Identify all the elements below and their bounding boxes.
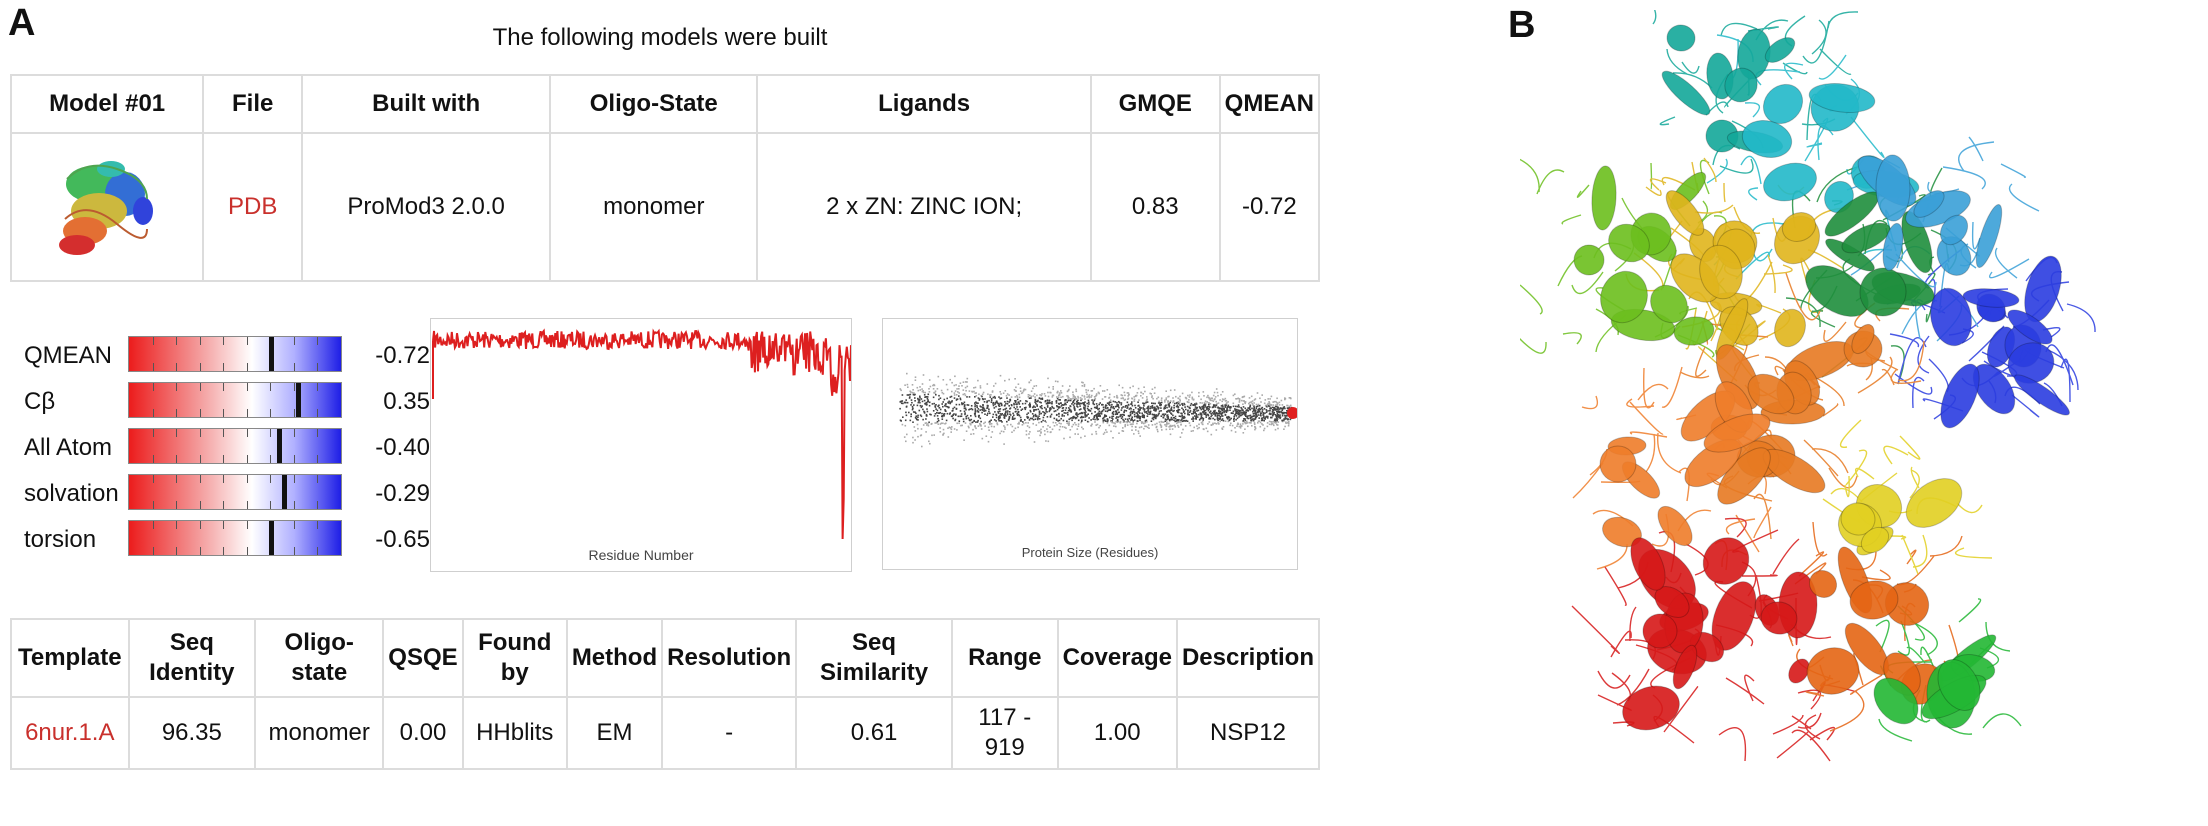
ligands-cell: 2 x ZN: ZINC ION; [756,132,1092,282]
residue-number-label: Residue Number [588,547,694,563]
col-found-by: Found by [461,618,568,698]
oligo-cell: monomer [254,696,385,770]
col-resolution: Resolution [661,618,798,698]
col-ligands: Ligands [756,74,1092,134]
template-row: 6nur.1.A 96.35 monomer 0.00 HHblits EM -… [10,696,1321,770]
score-row: torsion -0.65 [24,518,430,558]
model-point [1287,407,1297,419]
resolution-cell: - [661,696,798,770]
score-marker [296,383,302,417]
method-cell: EM [565,696,664,770]
score-bar [128,520,342,556]
seq-similarity-cell: 0.61 [795,696,953,770]
score-row: QMEAN -0.72 [24,334,430,374]
found-by-cell: HHblits [461,696,568,770]
col-model: Model #01 [9,74,205,134]
comparison-scatter-svg [899,372,1297,448]
templates-table: Template Seq Identity Oligo-state QSQE F… [10,618,1321,770]
protein-thumbnail-icon [59,160,154,255]
model-row: PDB ProMod3 2.0.0 monomer 2 x ZN: ZINC I… [9,132,1321,282]
score-marker [277,429,283,463]
templates-header-row: Template Seq Identity Oligo-state QSQE F… [10,618,1321,698]
col-seq-identity: Seq Identity [127,618,257,698]
local-quality-line [432,328,851,540]
col-method: Method [565,618,664,698]
score-row: Cβ 0.35 [24,380,430,420]
local-quality-svg [432,328,851,540]
pdb-file-link[interactable]: PDB [202,132,304,282]
models-table: Model #01 File Built with Oligo-State Li… [9,74,1321,282]
score-marker [268,337,274,371]
local-quality-plot: Residue Number [430,318,852,572]
scatter-cloud [899,372,1293,448]
col-oligo: Oligo-state [254,618,385,698]
protein-size-label: Protein Size (Residues) [1021,545,1159,560]
score-row: solvation -0.29 [24,472,430,512]
score-value: -0.29 [375,480,430,507]
model-thumbnail[interactable] [9,132,205,282]
qsqe-cell: 0.00 [382,696,464,770]
comparison-plot: Protein Size (Residues) [882,318,1298,570]
score-value: -0.72 [375,342,430,369]
qmean-cell: -0.72 [1218,132,1321,282]
score-marker [268,521,274,555]
score-value: -0.65 [375,526,430,553]
score-row: All Atom -0.40 [24,426,430,466]
seq-identity-cell: 96.35 [127,696,257,770]
coverage-cell: 1.00 [1056,696,1178,770]
col-template: Template [10,618,130,698]
built-with-cell: ProMod3 2.0.0 [301,132,552,282]
col-range: Range [950,618,1059,698]
score-bar [128,474,342,510]
panel-label-a: A [8,2,36,44]
score-label: solvation [24,480,119,507]
score-label: Cβ [24,388,56,415]
col-qsqe: QSQE [382,618,464,698]
score-label: All Atom [24,434,113,461]
score-value: -0.40 [375,434,430,461]
col-oligo-state: Oligo-State [549,74,759,134]
score-bar [128,382,342,418]
score-label: torsion [24,526,97,553]
protein-structure-ribbon-icon [1520,10,2096,762]
score-value: 0.35 [383,388,430,415]
col-qmean: QMEAN [1218,74,1321,134]
panel-label-b: B [1508,4,1536,46]
col-built-with: Built with [301,74,552,134]
score-bar [128,428,342,464]
template-link[interactable]: 6nur.1.A [10,696,130,770]
models-header-row: Model #01 File Built with Oligo-State Li… [9,74,1321,134]
models-heading: The following models were built [492,24,828,51]
col-seq-similarity: Seq Similarity [795,618,953,698]
col-description: Description [1175,618,1321,698]
oligo-state-cell: monomer [549,132,759,282]
col-coverage: Coverage [1056,618,1178,698]
gmqe-cell: 0.83 [1089,132,1221,282]
score-bar [128,336,342,372]
description-cell: NSP12 [1175,696,1321,770]
range-cell: 117 - 919 [950,696,1059,770]
score-label: QMEAN [24,342,113,369]
col-file: File [202,74,304,134]
col-gmqe: GMQE [1089,74,1221,134]
score-marker [281,475,287,509]
